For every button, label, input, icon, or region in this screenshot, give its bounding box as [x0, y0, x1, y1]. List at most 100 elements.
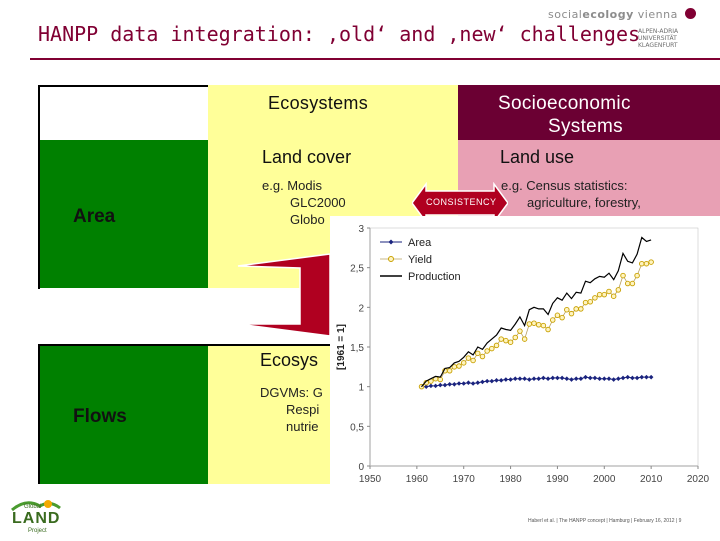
yield-point [624, 280, 631, 287]
land-use-title: Land use [500, 147, 575, 167]
area-point [592, 375, 598, 381]
area-point [583, 374, 588, 380]
y-tick-label: 0 [358, 462, 364, 473]
area-point [484, 378, 490, 384]
yield-point [465, 355, 472, 361]
yield-point [639, 260, 645, 267]
y-tick-label: 2,5 [350, 264, 364, 275]
yield-point [606, 288, 612, 295]
area-point [644, 374, 649, 380]
yield-point [592, 295, 598, 301]
area-point [625, 374, 631, 380]
yield-point [620, 272, 626, 279]
area-point [587, 375, 593, 381]
social-ecology-vienna-logo: socialecology vienna ALPEN-ADRIA UNIVERS… [548, 8, 716, 50]
land-cover-examples: e.g. Modis GLC2000 Globo [262, 178, 346, 227]
area-point [480, 379, 485, 385]
chart-svg: 0 0,5 1 1,5 2 2,5 3 1950 1960 1970 1980 1990 2000 201… [336, 224, 710, 485]
legend-marker-area [388, 239, 394, 245]
yield-point [540, 322, 547, 329]
yield-point [470, 357, 476, 364]
area-point [597, 376, 602, 382]
yield-point [517, 328, 523, 334]
yield-point [549, 317, 556, 323]
x-tick-label: 1970 [453, 474, 476, 485]
area-point [512, 376, 518, 382]
ecosystem-flows-examples: DGVMs: G Respi nutrie [260, 385, 323, 434]
yield-point [446, 368, 453, 374]
area-point [517, 376, 523, 382]
university-logo-text: ALPEN-ADRIA UNIVERSITÄT KLAGENFURT [638, 28, 679, 49]
area-point [466, 380, 471, 385]
area-point [536, 376, 541, 382]
area-point [616, 376, 621, 382]
yield-point [493, 342, 500, 349]
area-point [508, 377, 513, 382]
area-point [461, 381, 467, 386]
consistency-label: CONSISTENCY [426, 197, 497, 207]
area-point [447, 381, 452, 387]
yield-point [601, 291, 608, 298]
area-point [606, 376, 612, 382]
y-axis-label: [1961 = 1] [336, 324, 347, 370]
y-tick-label: 3 [358, 224, 364, 235]
area-point [620, 375, 626, 381]
yield-point [568, 310, 575, 317]
area-point [630, 375, 635, 381]
x-tick-label: 2010 [640, 474, 663, 485]
yield-point [573, 306, 579, 312]
x-tick-label: 2000 [593, 474, 616, 485]
area-point [423, 384, 429, 389]
area-point [456, 381, 462, 386]
area-point [648, 374, 654, 380]
socioeconomic-header: Socioeconomic Systems [458, 85, 720, 140]
y-tick-label: 1,5 [350, 343, 364, 354]
area-point [564, 376, 570, 382]
slide-title: HANPP data integration: ‚old‘ and ‚new‘ … [38, 22, 641, 46]
x-tick-label: 1990 [546, 474, 569, 485]
area-point [522, 376, 527, 382]
area-point [527, 377, 532, 382]
area-point [494, 378, 499, 383]
yield-point [596, 291, 603, 298]
area-point [503, 377, 509, 382]
yield-point [545, 326, 551, 333]
area-point [559, 375, 565, 381]
logo-emblem-icon [684, 8, 696, 19]
yield-point [564, 306, 570, 313]
yield-point [531, 320, 537, 326]
ecosystem-flows-title: Ecosys [260, 350, 319, 370]
yield-point [489, 345, 495, 352]
yield-point [479, 353, 486, 360]
yield-point [554, 312, 561, 319]
yield-point [437, 376, 444, 383]
yield-point [512, 334, 519, 341]
area-point [569, 377, 574, 382]
yield-point [629, 280, 636, 287]
yield-point [582, 299, 589, 306]
slide-footer: Haberl et al. | The HANPP concept | Hamb… [528, 518, 682, 524]
area-point [555, 375, 560, 381]
area-point [531, 376, 537, 382]
yield-point [643, 260, 650, 267]
legend-marker-yield [388, 256, 394, 262]
x-tick-label: 2020 [687, 474, 710, 485]
yield-point [615, 287, 622, 293]
yield-point [484, 348, 490, 354]
production-line [421, 236, 652, 388]
yield-point [535, 322, 542, 328]
yield-point [634, 272, 640, 279]
bent-arrow-icon [237, 253, 331, 337]
header-rule [30, 58, 720, 60]
area-point [470, 381, 476, 386]
yield-point [503, 337, 509, 344]
yield-point [559, 314, 565, 321]
area-point [442, 382, 448, 388]
area-point [611, 377, 616, 382]
yield-point [526, 321, 533, 327]
yield-point [498, 336, 504, 342]
global-land-project-logo: Global LAND Project [6, 496, 66, 536]
area-point [550, 375, 556, 381]
area-point [578, 376, 584, 382]
area-point [428, 383, 434, 389]
